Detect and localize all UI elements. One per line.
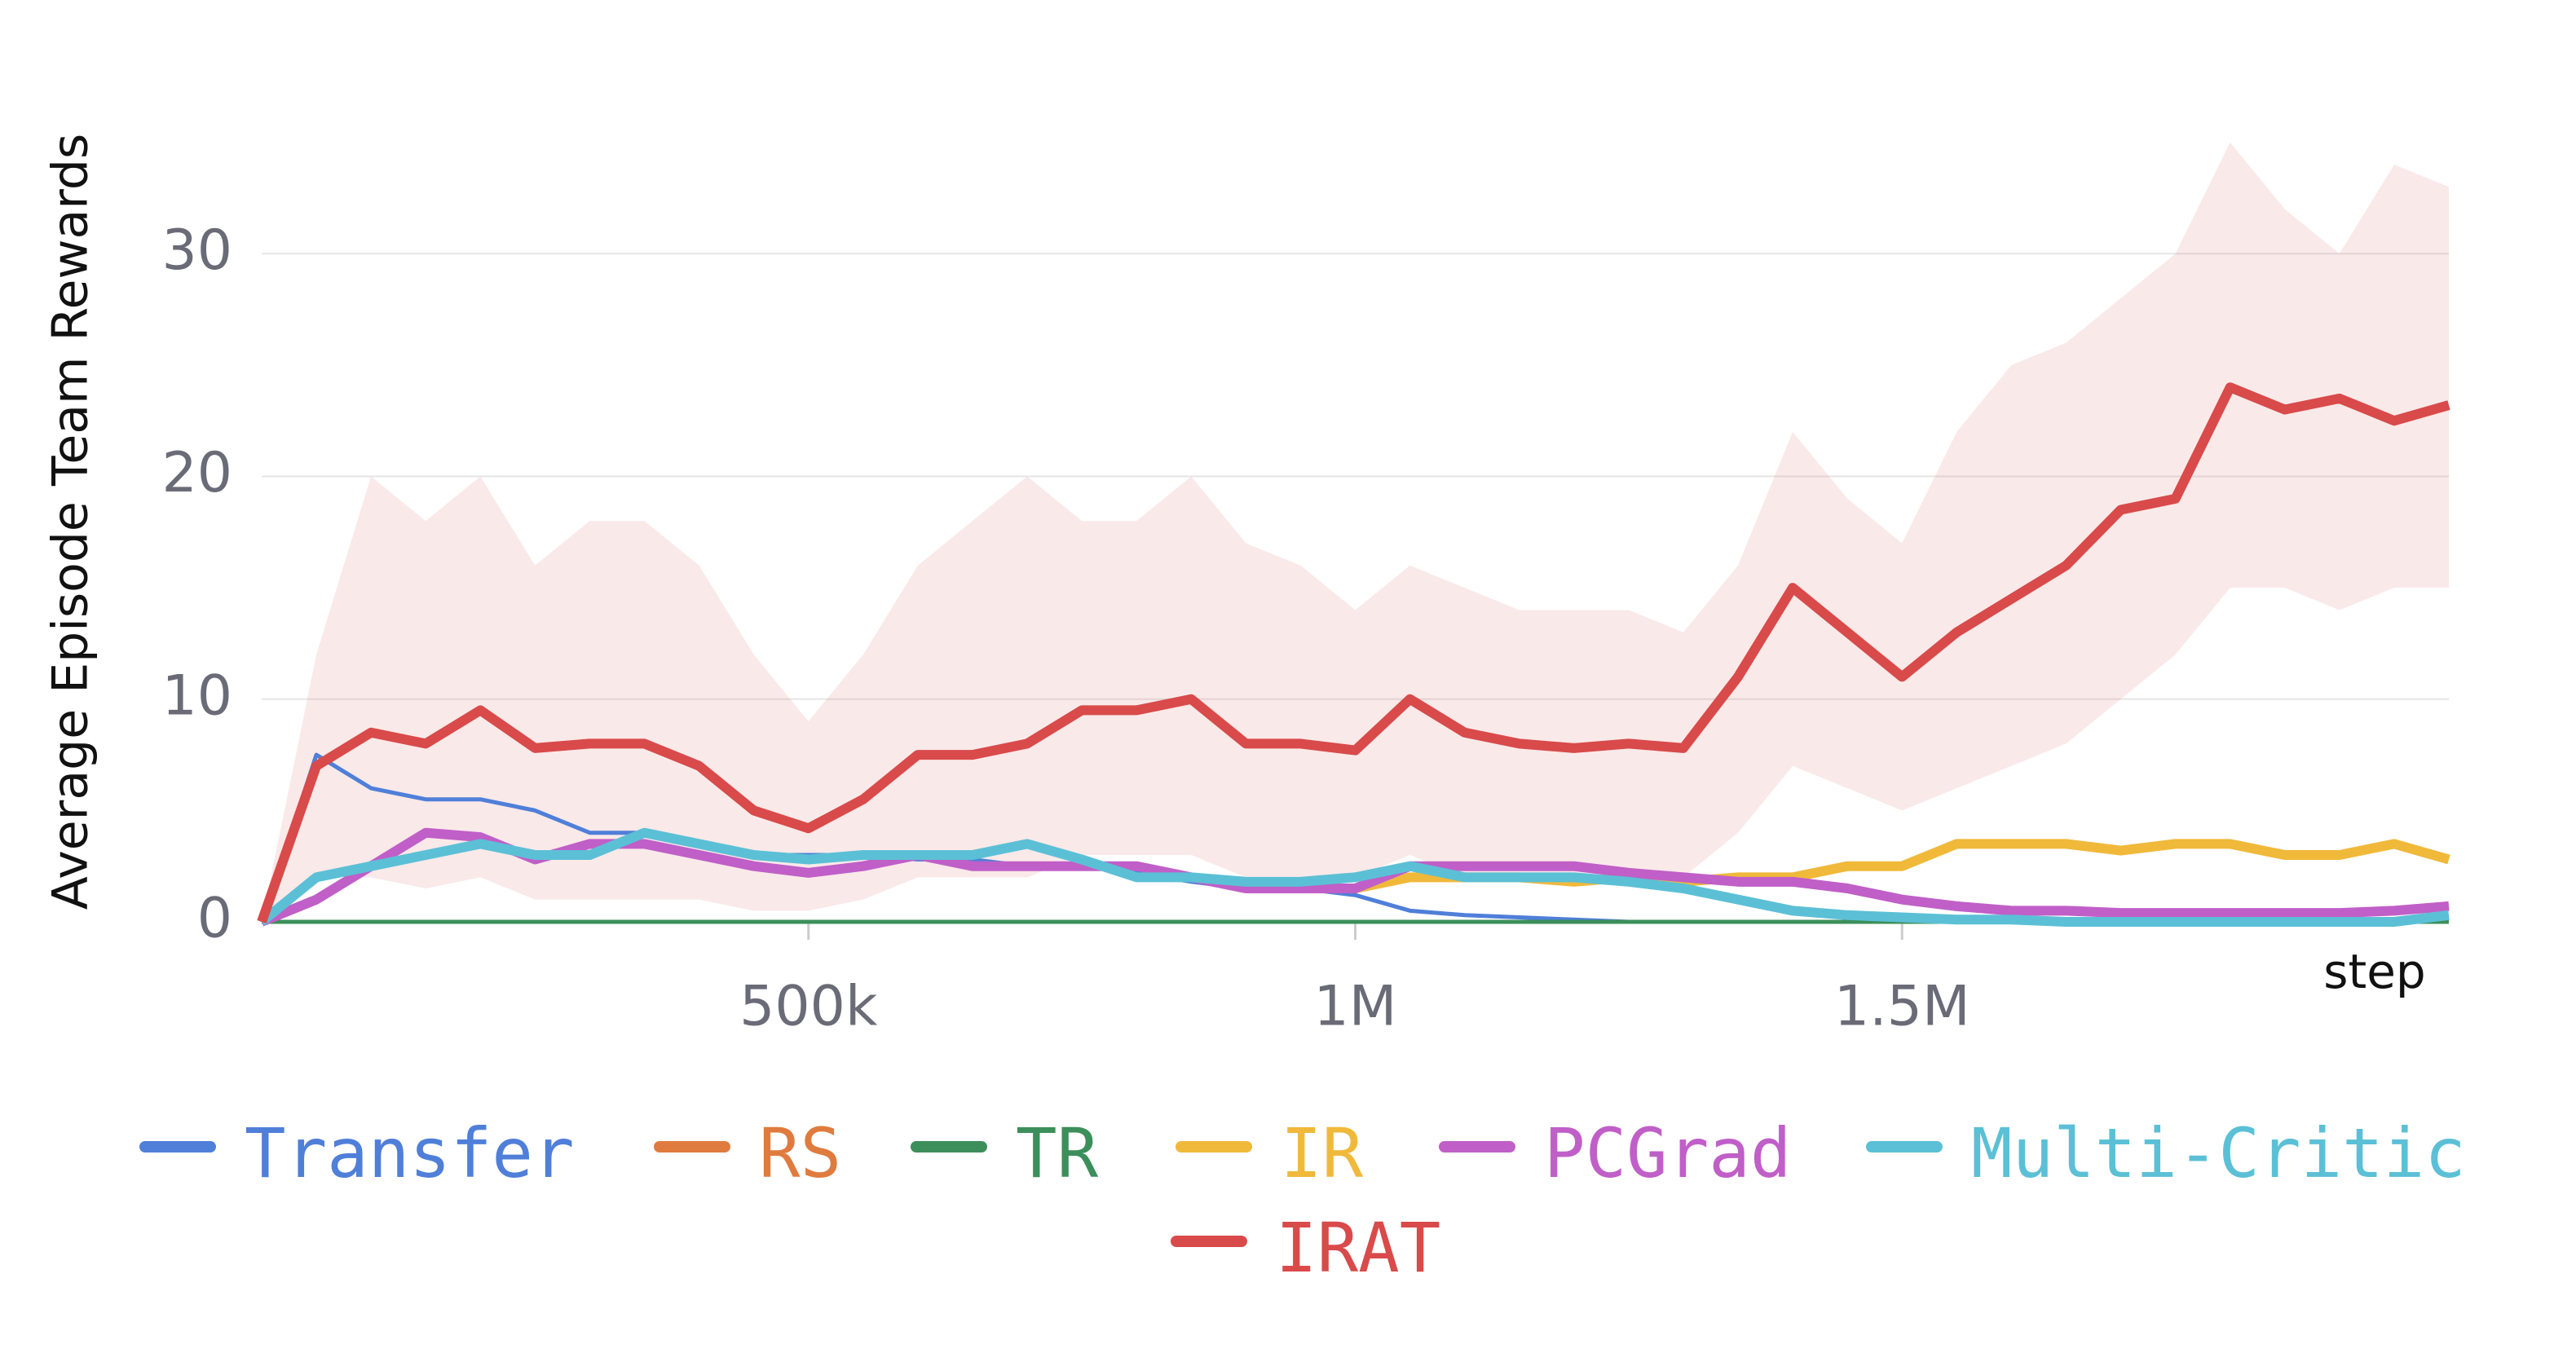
- legend-label: Transfer: [245, 1113, 575, 1193]
- legend-label: TR: [1016, 1113, 1099, 1193]
- band: [262, 142, 2449, 922]
- x-tick-label: 500k: [739, 975, 878, 1039]
- series-line: [258, 827, 2450, 927]
- legend-label: IRAT: [1276, 1208, 1440, 1288]
- y-tick-label: 0: [197, 887, 232, 951]
- y-tick-label: 30: [161, 218, 232, 283]
- legend-label: Multi-Critic: [1971, 1113, 2466, 1193]
- y-axis-label: Average Episode Team Rewards: [42, 134, 99, 910]
- x-tick-label: 1M: [1314, 975, 1397, 1039]
- x-tick-label: 1.5M: [1834, 975, 1970, 1039]
- legend-label: IR: [1281, 1113, 1364, 1193]
- legend-label: PCGrad: [1544, 1113, 1791, 1193]
- series-line: [257, 382, 2450, 923]
- y-tick-label: 10: [161, 663, 232, 728]
- legend-label: RS: [759, 1113, 841, 1193]
- y-tick-label: 20: [161, 441, 232, 505]
- x-axis-label: step: [2323, 944, 2425, 999]
